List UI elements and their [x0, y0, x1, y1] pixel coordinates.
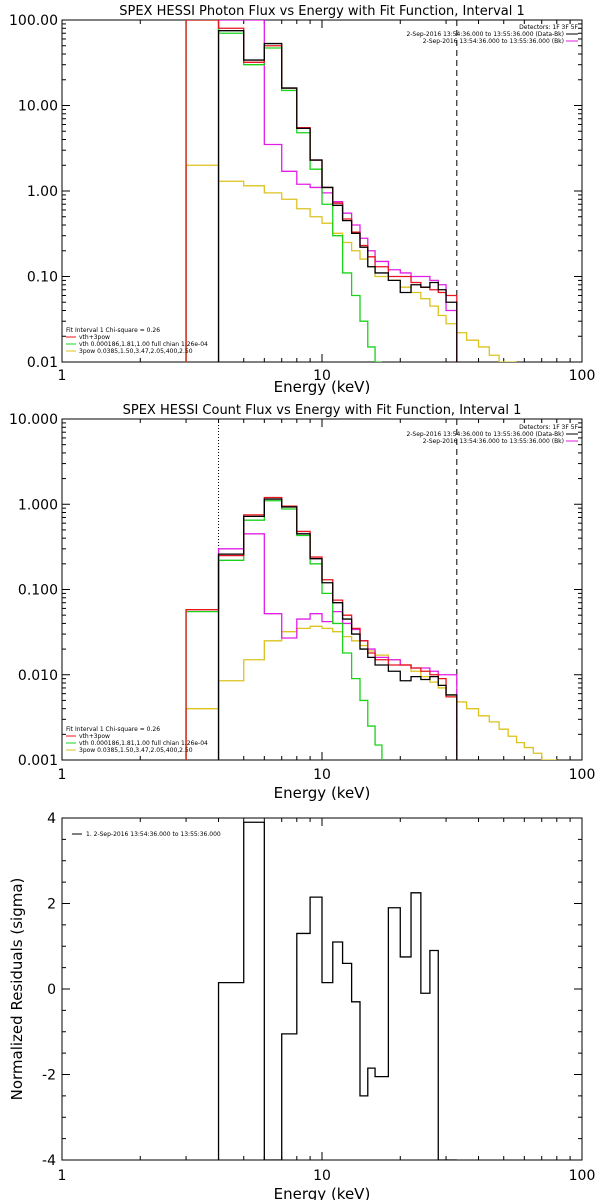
legend-top-entry: 2-Sep-2016 13:54:36.000 to 13:55:36.000 … [406, 431, 564, 438]
y-tick-label: 10.00 [18, 99, 58, 115]
series-green [185, 500, 383, 760]
legend-bottom-entry: vth+3pow [79, 334, 110, 341]
legend-bottom-entry: 3pow 0.0385,1.50,3.47,2.05,400,2.50 [79, 747, 193, 754]
series-black [217, 821, 457, 1160]
series-black [217, 30, 458, 362]
x-axis-label: Energy (keV) [274, 1185, 371, 1200]
legend-top-entry: Detectors: 1F 3F 5F [519, 24, 578, 31]
y-tick-label: 4 [47, 811, 56, 827]
panel-3: 1 10 100 Energy (keV) -4 -2 0 2 4 Normalized Resi… [8, 811, 596, 1203]
chart-title: SPEX HESSI Count Flux vs Energy with Fit… [123, 403, 522, 418]
y-tick-label: 0.001 [18, 753, 58, 769]
y-tick-label: 1.00 [27, 184, 58, 200]
x-tick-label: 1 [58, 1168, 67, 1184]
y-tick-label: 0 [47, 982, 56, 998]
y-axis-label: Normalized Residuals (sigma) [8, 878, 26, 1101]
x-tick-label: 1 [58, 368, 67, 384]
chart-title: SPEX HESSI Photon Flux vs Energy with Fi… [119, 4, 525, 19]
legend-bottom-entry: vth+3pow [79, 733, 110, 740]
x-tick-label: 100 [569, 368, 596, 384]
legend-bottom-entry: Fit Interval 1 Chi-square = 0.26 [66, 327, 160, 334]
series-group [185, 20, 517, 362]
legend-bottom-entry: vth 0.000186,1.81,1.00 full chian 1.26e-… [79, 740, 208, 747]
series-yellow [185, 164, 517, 362]
legend-top-entry: 2-Sep-2016 13:54:36.000 to 13:55:36.000 … [406, 31, 564, 38]
plot-frame [61, 817, 583, 1161]
series-magenta [217, 533, 458, 760]
y-tick-label: 2 [47, 897, 56, 913]
y-tick-label: 1.000 [18, 497, 58, 513]
x-tick-label: 1 [58, 767, 67, 783]
series-group [217, 821, 457, 1160]
y-tick-label: 100.00 [9, 13, 58, 29]
x-tick-label: 10 [313, 368, 331, 384]
x-axis-label: Energy (keV) [274, 784, 371, 802]
x-tick-label: 100 [569, 767, 596, 783]
legend-bottom-entry: 3pow 0.0385,1.50,3.47,2.05,400,2.50 [79, 348, 193, 355]
y-tick-label: 10.000 [9, 412, 58, 428]
series-group [185, 496, 557, 760]
y-tick-label: 0.100 [18, 583, 58, 599]
series-magenta [217, 20, 458, 362]
x-tick-label: 10 [313, 1168, 331, 1184]
y-tick-label: -4 [42, 1153, 56, 1169]
y-tick-label: 0.01 [27, 355, 58, 371]
y-tick-label: -2 [42, 1068, 56, 1084]
legend-top-entry: 2-Sep-2016 13:54:36.000 to 13:55:36.000 … [423, 438, 564, 445]
legend-bottom-entry: vth 0.000186,1.81,1.00 full chian 1.26e-… [79, 341, 208, 348]
x-axis-label: Energy (keV) [274, 378, 371, 396]
series-black [217, 498, 458, 760]
legend-top-entry: 2-Sep-2016 13:54:36.000 to 13:55:36.000 … [423, 38, 564, 45]
series-yellow [185, 625, 557, 760]
panel-1: 1 10 100 Energy (keV) 0.01 0.10 1.00 10.00 100.0… [9, 4, 595, 396]
series-green [185, 20, 382, 362]
legend-entry: 1. 2-Sep-2016 13:54:36.000 to 13:55:36.0… [86, 831, 221, 838]
legend-top-entry: Detectors: 1F 3F 5F [519, 424, 578, 431]
x-tick-label: 100 [569, 1168, 596, 1184]
y-tick-label: 0.010 [18, 668, 58, 684]
y-tick-label: 0.10 [27, 270, 58, 286]
panel-2: 1 10 100 Energy (keV) 0.001 0.010 0.100 1.000 10… [9, 403, 595, 802]
legend-bottom-entry: Fit Interval 1 Chi-square = 0.26 [66, 726, 160, 733]
x-tick-label: 10 [313, 767, 331, 783]
